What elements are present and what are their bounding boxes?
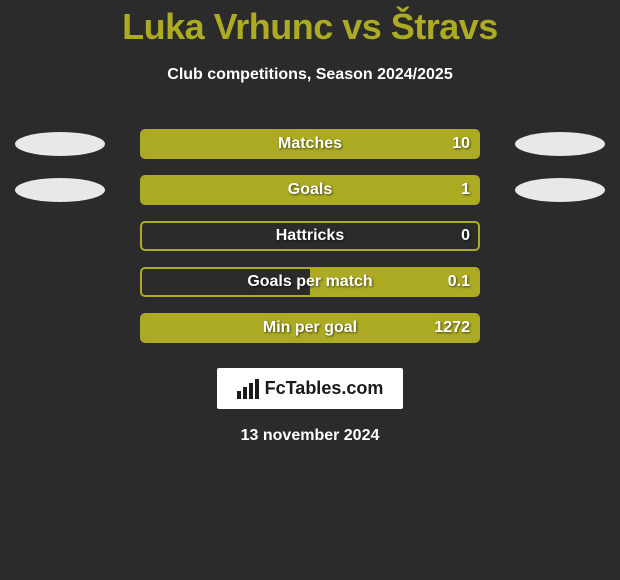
stat-value-right: 1272	[434, 319, 470, 337]
bar-chart-icon	[237, 379, 259, 399]
stat-bar: Matches10	[140, 129, 480, 159]
branding-text: FcTables.com	[265, 378, 384, 399]
stat-label: Min per goal	[142, 319, 478, 337]
stat-row: Goals1	[0, 170, 620, 216]
stat-label: Goals per match	[142, 273, 478, 291]
stat-bar: Hattricks0	[140, 221, 480, 251]
player-marker-right	[515, 178, 605, 202]
stat-bar: Goals1	[140, 175, 480, 205]
player-marker-left	[15, 178, 105, 202]
page-title: Luka Vrhunc vs Štravs	[0, 6, 620, 48]
stat-value-right: 1	[461, 181, 470, 199]
stat-value-right: 0	[461, 227, 470, 245]
date-text: 13 november 2024	[0, 427, 620, 445]
stat-bar: Min per goal1272	[140, 313, 480, 343]
branding-badge: FcTables.com	[217, 368, 404, 409]
stat-row: Goals per match0.1	[0, 262, 620, 308]
stat-label: Goals	[142, 181, 478, 199]
stat-value-right: 10	[452, 135, 470, 153]
stat-bar: Goals per match0.1	[140, 267, 480, 297]
stat-value-right: 0.1	[448, 273, 470, 291]
page-subtitle: Club competitions, Season 2024/2025	[0, 66, 620, 84]
stat-label: Matches	[142, 135, 478, 153]
comparison-card: Luka Vrhunc vs Štravs Club competitions,…	[0, 0, 620, 445]
comparison-chart: Matches10Goals1Hattricks0Goals per match…	[0, 124, 620, 354]
player-marker-right	[515, 132, 605, 156]
stat-label: Hattricks	[142, 227, 478, 245]
stat-row: Hattricks0	[0, 216, 620, 262]
stat-row: Min per goal1272	[0, 308, 620, 354]
player-marker-left	[15, 132, 105, 156]
stat-row: Matches10	[0, 124, 620, 170]
